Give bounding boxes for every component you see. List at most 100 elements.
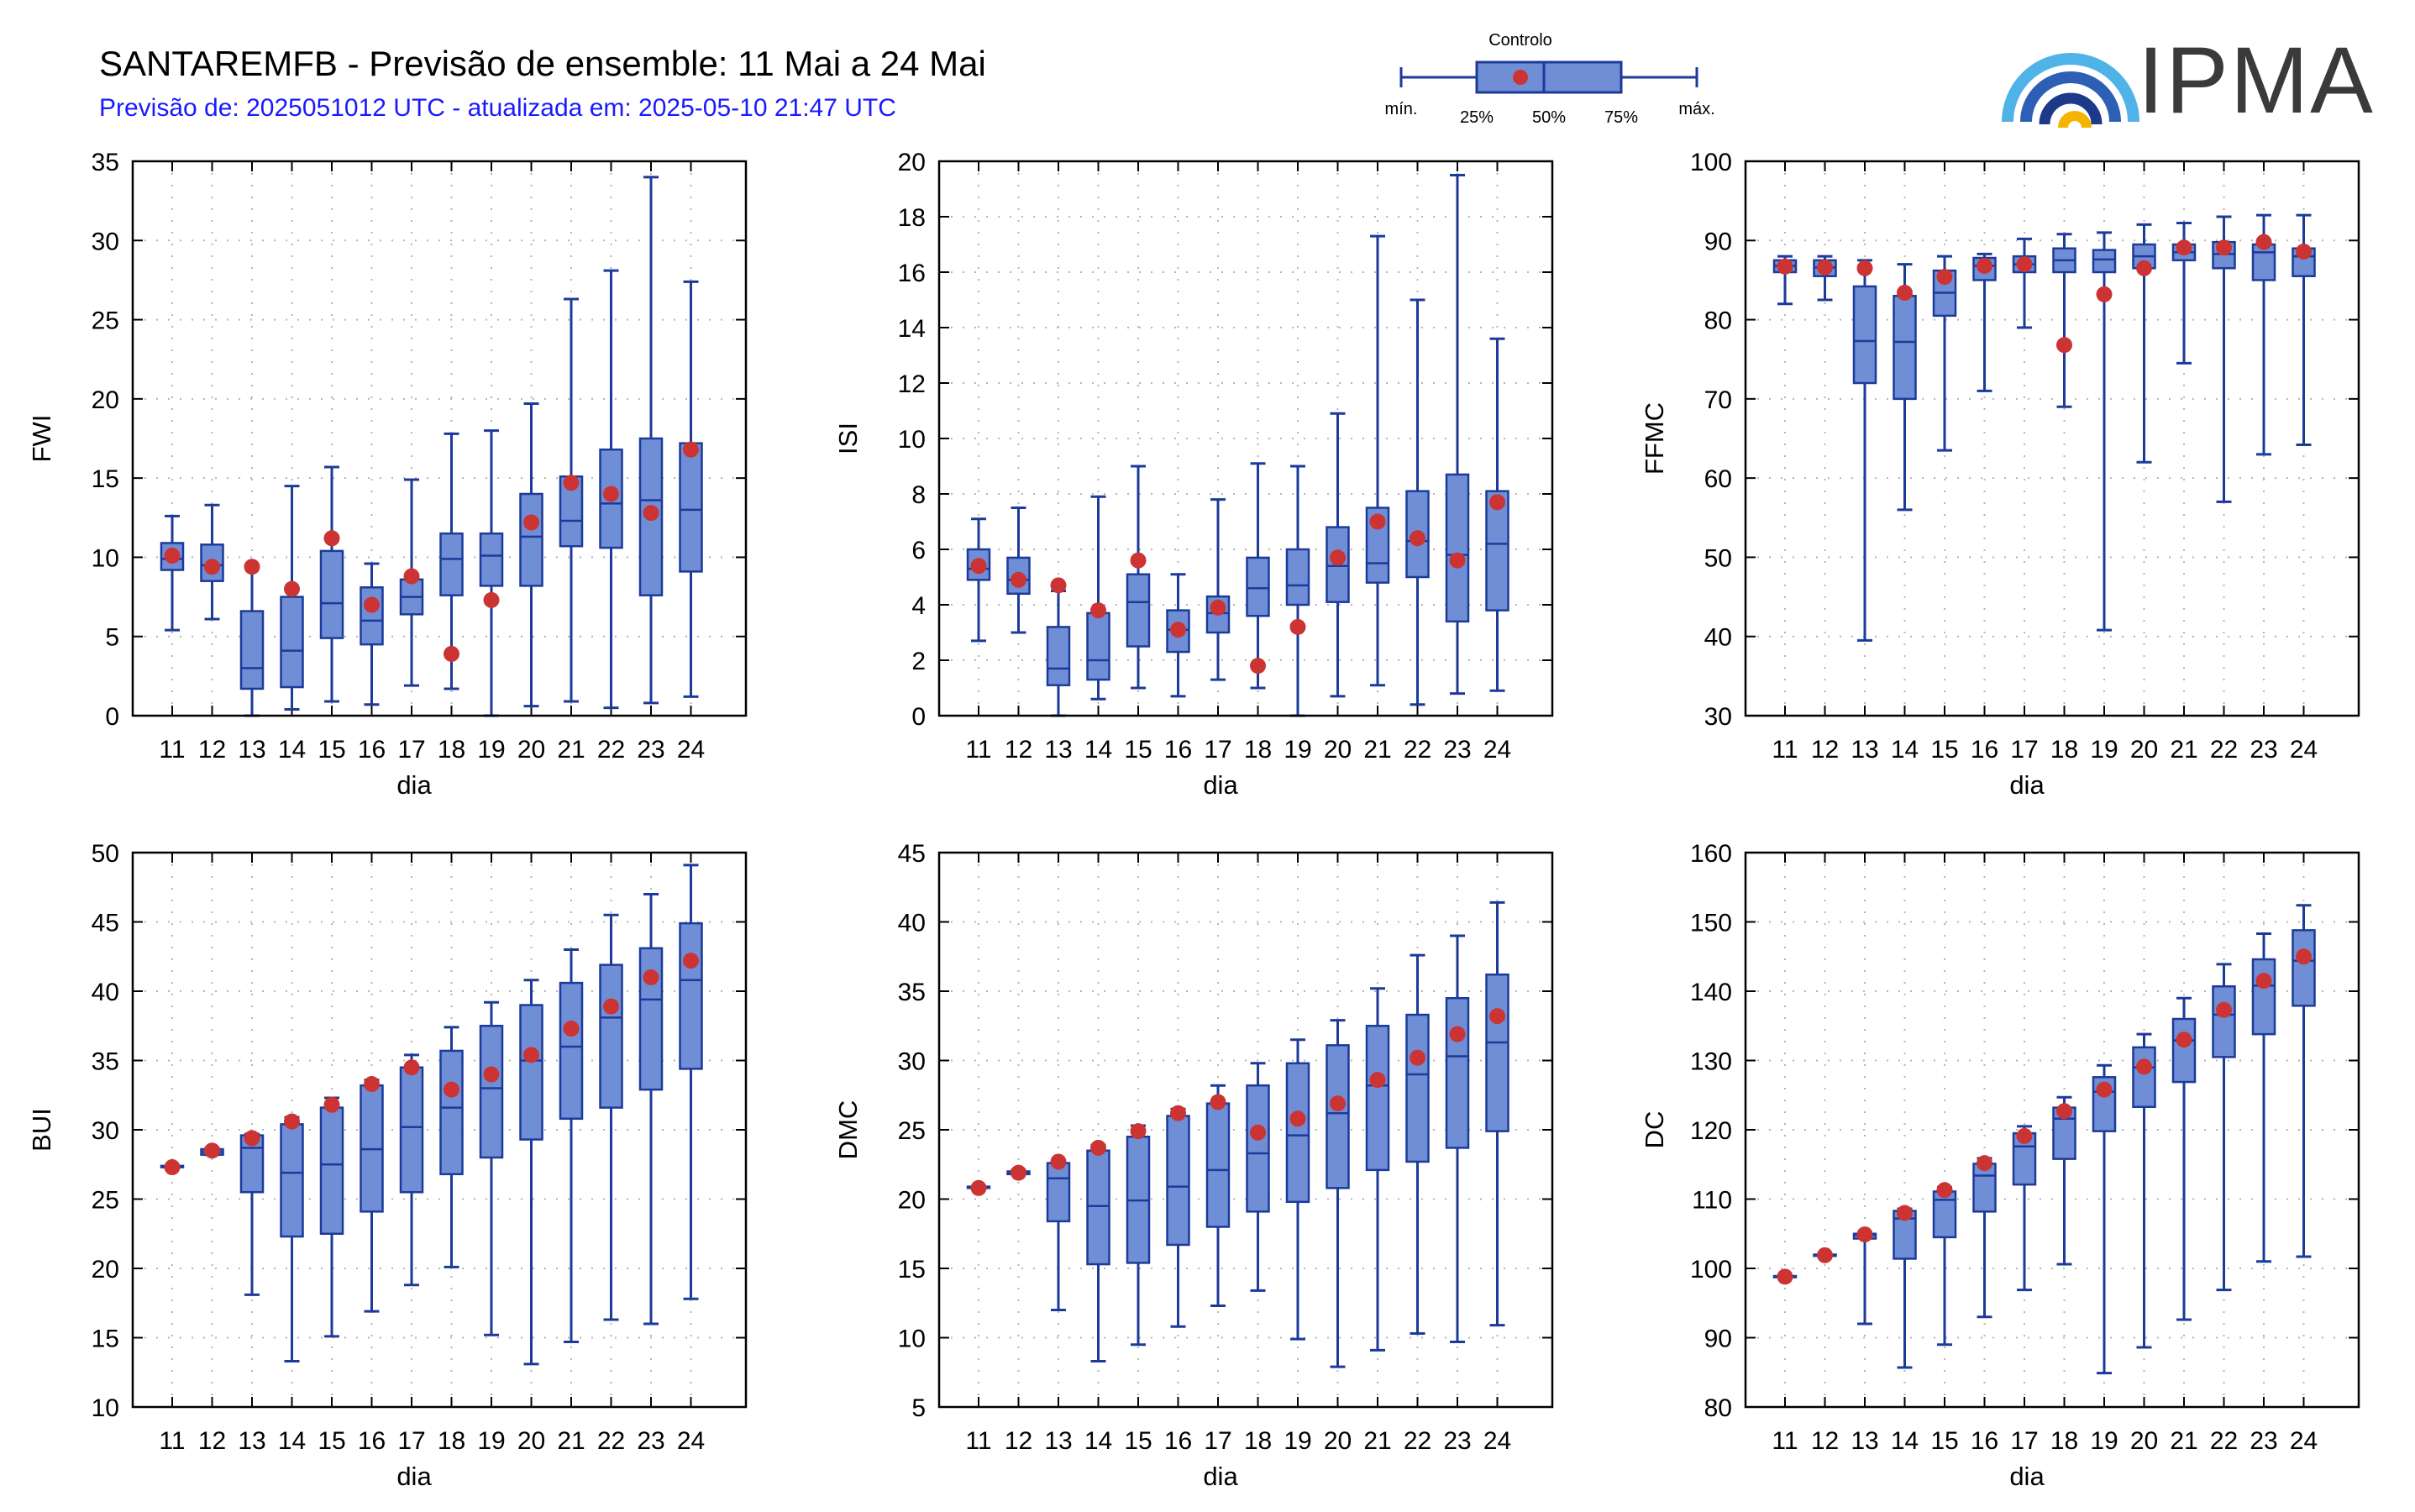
x-tick-label: 17 [1204,1427,1231,1455]
chart-bui: 10 15 20 25 30 35 40 45 50 11 12 13 14 15 16 17 18 19 20 21… [27,840,748,1491]
box-12 [200,503,224,621]
x-tick-label: 22 [1404,1427,1431,1455]
y-tick-label: 40 [1704,624,1732,652]
box-24 [2292,213,2316,447]
x-tick-label: 16 [1971,1427,1998,1455]
y-tick-label: 70 [1704,386,1732,414]
x-axis-label: dia [396,770,432,800]
x-tick-label: 23 [2250,1427,2277,1455]
x-tick-label: 11 [1772,736,1798,764]
box-17 [1205,1084,1231,1308]
box-20 [2132,1032,2156,1349]
x-tick-label: 15 [1124,1427,1152,1455]
control-point [1130,1123,1147,1140]
box-13 [1852,1226,1877,1326]
x-tick-label: 19 [1284,1427,1311,1455]
legend-control-dot [1513,70,1528,85]
box-16 [1972,252,1997,392]
control-point [643,969,659,985]
box-22 [1405,953,1430,1336]
y-tick-label: 0 [105,703,119,731]
box-iqr [1485,973,1509,1132]
control-point [563,475,580,491]
box-15 [1126,1123,1151,1347]
control-point [2016,1127,2033,1144]
y-tick-label: 40 [92,979,119,1006]
control-point [1410,1049,1425,1066]
y-tick-label: 150 [1690,910,1732,937]
y-axis-label: BUI [27,1108,56,1152]
x-axis-label: dia [396,1462,432,1491]
y-tick-label: 130 [1690,1048,1732,1076]
box-18 [2052,1095,2076,1266]
x-tick-label: 22 [1404,736,1431,764]
box-iqr [2132,1046,2156,1109]
x-tick-label: 11 [1772,1427,1798,1455]
box-20 [519,402,543,708]
box-14 [1893,263,1917,512]
legend-max-label: máx. [1678,100,1714,118]
control-point [2216,239,2232,256]
box-iqr [280,596,304,689]
control-point [563,1021,580,1037]
box-iqr [1972,1163,1997,1213]
control-point [1170,1105,1186,1121]
control-point [1449,552,1466,569]
x-tick-label: 14 [1084,1427,1112,1455]
control-point [323,530,340,547]
control-point [1289,618,1306,635]
y-tick-label: 35 [898,979,926,1006]
box-15 [319,465,344,703]
y-tick-label: 80 [1704,307,1732,335]
control-point [2136,260,2152,276]
control-point [1369,513,1386,530]
control-point [403,1059,420,1076]
x-tick-label: 15 [1124,736,1152,764]
page-subtitle: Previsão de: 2025051012 UTC - atualizada… [99,94,896,122]
x-tick-label: 13 [1044,1427,1072,1455]
x-tick-label: 21 [557,736,585,764]
box-13 [1852,259,1877,642]
box-iqr [2092,249,2117,274]
y-tick-label: 60 [1704,465,1732,493]
x-tick-label: 11 [159,1427,185,1455]
control-point [1050,1153,1067,1170]
control-point [1130,552,1147,569]
control-point [1977,257,1992,274]
y-tick-label: 20 [898,149,926,176]
x-tick-label: 13 [1044,736,1072,764]
control-point [483,591,500,608]
control-point [1289,1110,1306,1127]
control-point [1250,1124,1266,1141]
box-15 [1932,1182,1957,1347]
control-point [2255,234,2272,250]
control-point [2176,1032,2192,1048]
x-axis-label: dia [1203,1462,1238,1491]
box-24 [1485,900,1509,1327]
box-14 [1086,1139,1110,1363]
y-axis-label: DC [1640,1111,1669,1149]
x-tick-label: 19 [477,736,505,764]
box-iqr [1326,1044,1350,1189]
x-tick-label: 16 [1164,1427,1192,1455]
control-point [603,998,619,1015]
y-tick-label: 16 [898,260,926,287]
x-tick-label: 24 [677,736,705,764]
chart-dmc: 5 10 15 20 25 30 35 40 45 11 12 13 14 15 16 17 18 19 20 21 2… [833,840,1554,1491]
x-tick-label: 17 [397,1427,425,1455]
box-16 [360,562,384,706]
box-iqr [1852,285,1877,385]
legend-q75-label: 75% [1604,108,1638,127]
ipma-logo-icon [2002,53,2139,129]
x-tick-label: 18 [438,736,465,764]
control-point [164,1159,181,1176]
control-point [1090,602,1106,619]
x-tick-label: 21 [2170,1427,2197,1455]
y-tick-label: 100 [1690,149,1732,176]
box-13 [1046,577,1071,717]
box-iqr [479,1025,504,1159]
y-tick-label: 15 [898,1256,926,1284]
box-iqr [1485,490,1509,612]
box-19 [479,429,504,717]
